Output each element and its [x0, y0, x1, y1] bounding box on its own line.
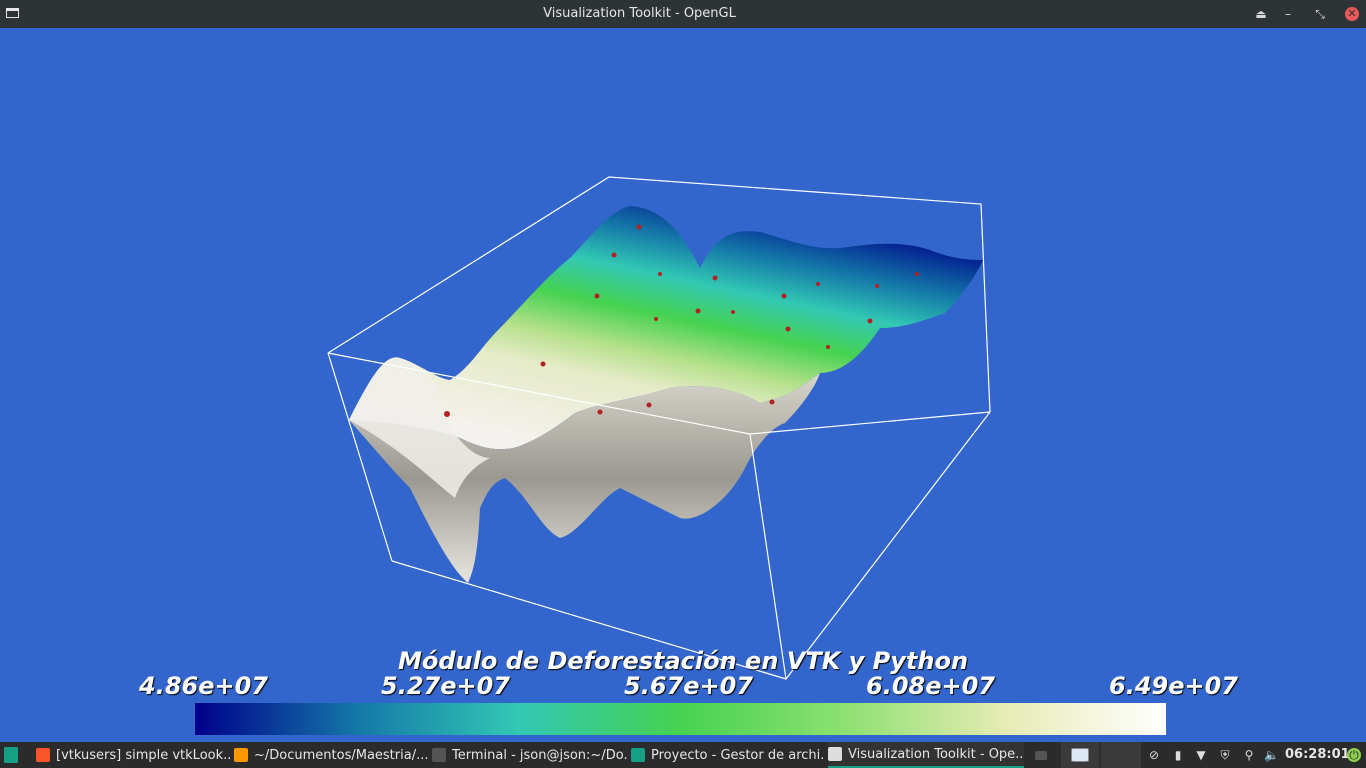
taskbar-task-label: Terminal - json@json:~/Do...: [452, 747, 627, 763]
security-shield-icon[interactable]: ⛨: [1220, 748, 1230, 762]
marker: [875, 284, 879, 288]
taskbar-task[interactable]: Visualization Toolkit - Ope...: [828, 742, 1024, 768]
minimize-button[interactable]: –: [1285, 7, 1291, 21]
clipboard-link-icon[interactable]: ⚲: [1244, 748, 1254, 762]
taskbar-task-label: ~/Documentos/Maestria/...: [254, 747, 428, 763]
window-title: Visualization Toolkit - OpenGL: [543, 6, 736, 21]
scalar-bar: [195, 703, 1166, 735]
taskbar-task[interactable]: Terminal - json@json:~/Do...: [432, 742, 627, 768]
marker: [867, 318, 873, 324]
scalar-bar-tick: 5.27e+07: [381, 672, 510, 700]
marker: [636, 224, 642, 230]
workspace-2-icon[interactable]: [1061, 742, 1099, 768]
window-icon: [828, 747, 842, 761]
marker: [646, 402, 652, 408]
folder-icon: [631, 748, 645, 762]
terrain-front-face: [349, 373, 820, 583]
terminal-icon: [432, 748, 446, 762]
sample-markers: [444, 224, 919, 417]
scene-title: Módulo de Deforestación en VTK y Python: [397, 647, 969, 675]
marker: [611, 252, 617, 258]
maximize-button[interactable]: ⤡: [1315, 7, 1325, 21]
marker: [785, 326, 791, 332]
taskbar-task-label: [vtkusers] simple vtkLook...: [56, 747, 230, 763]
taskbar-task-label: Visualization Toolkit - Ope...: [848, 746, 1024, 762]
scalar-bar-tick: 6.49e+07: [1109, 672, 1238, 700]
clock[interactable]: 06:28:01: [1285, 747, 1350, 762]
terrain-ridge: [349, 357, 490, 498]
taskbar-task[interactable]: [vtkusers] simple vtkLook...: [36, 742, 230, 768]
marker: [731, 310, 735, 314]
marker: [654, 317, 658, 321]
terrain-surface: [349, 206, 983, 450]
app-menu-icon[interactable]: [4, 742, 20, 768]
marker: [769, 399, 775, 405]
scalar-bar-tick: 4.86e+07: [139, 672, 268, 700]
render-viewport[interactable]: Módulo de Deforestación en VTK y Python …: [0, 28, 1366, 742]
marker: [712, 275, 718, 281]
bounding-box-front: [327, 352, 991, 680]
marker: [597, 409, 603, 415]
marker: [915, 272, 919, 276]
window-menu-icon[interactable]: [6, 8, 19, 18]
marker: [781, 293, 787, 299]
marker: [826, 345, 830, 349]
battery-icon[interactable]: ▮: [1174, 748, 1182, 762]
scalar-bar-tick: 5.67e+07: [624, 672, 753, 700]
marker: [816, 282, 820, 286]
scalar-bar-tick: 6.08e+07: [866, 672, 995, 700]
bounding-box: [327, 176, 991, 413]
brave-browser-icon: [36, 748, 50, 762]
close-button[interactable]: ✕: [1345, 7, 1359, 21]
keep-above-button[interactable]: ⏏: [1255, 7, 1267, 21]
marker: [658, 272, 662, 276]
marker: [594, 293, 600, 299]
marker: [444, 411, 450, 417]
scene-canvas[interactable]: [0, 28, 1366, 742]
window-titlebar[interactable]: Visualization Toolkit - OpenGL ⏏ – ⤡ ✕: [0, 0, 1366, 28]
workspace-3-icon[interactable]: [1101, 742, 1141, 768]
taskbar: [vtkusers] simple vtkLook... ~/Documentos…: [0, 742, 1366, 768]
workspace-1-icon[interactable]: [1035, 742, 1055, 768]
update-notifier-icon[interactable]: ⏻: [1347, 748, 1361, 762]
marker: [695, 308, 701, 314]
wifi-icon[interactable]: ▼: [1196, 748, 1206, 762]
volume-icon[interactable]: 🔈: [1264, 748, 1279, 762]
taskbar-task[interactable]: ~/Documentos/Maestria/...: [234, 742, 428, 768]
marker: [540, 361, 546, 367]
network-off-icon[interactable]: ⊘: [1148, 748, 1160, 762]
sublime-text-icon: [234, 748, 248, 762]
taskbar-task-label: Proyecto - Gestor de archi...: [651, 747, 825, 763]
taskbar-task[interactable]: Proyecto - Gestor de archi...: [631, 742, 825, 768]
